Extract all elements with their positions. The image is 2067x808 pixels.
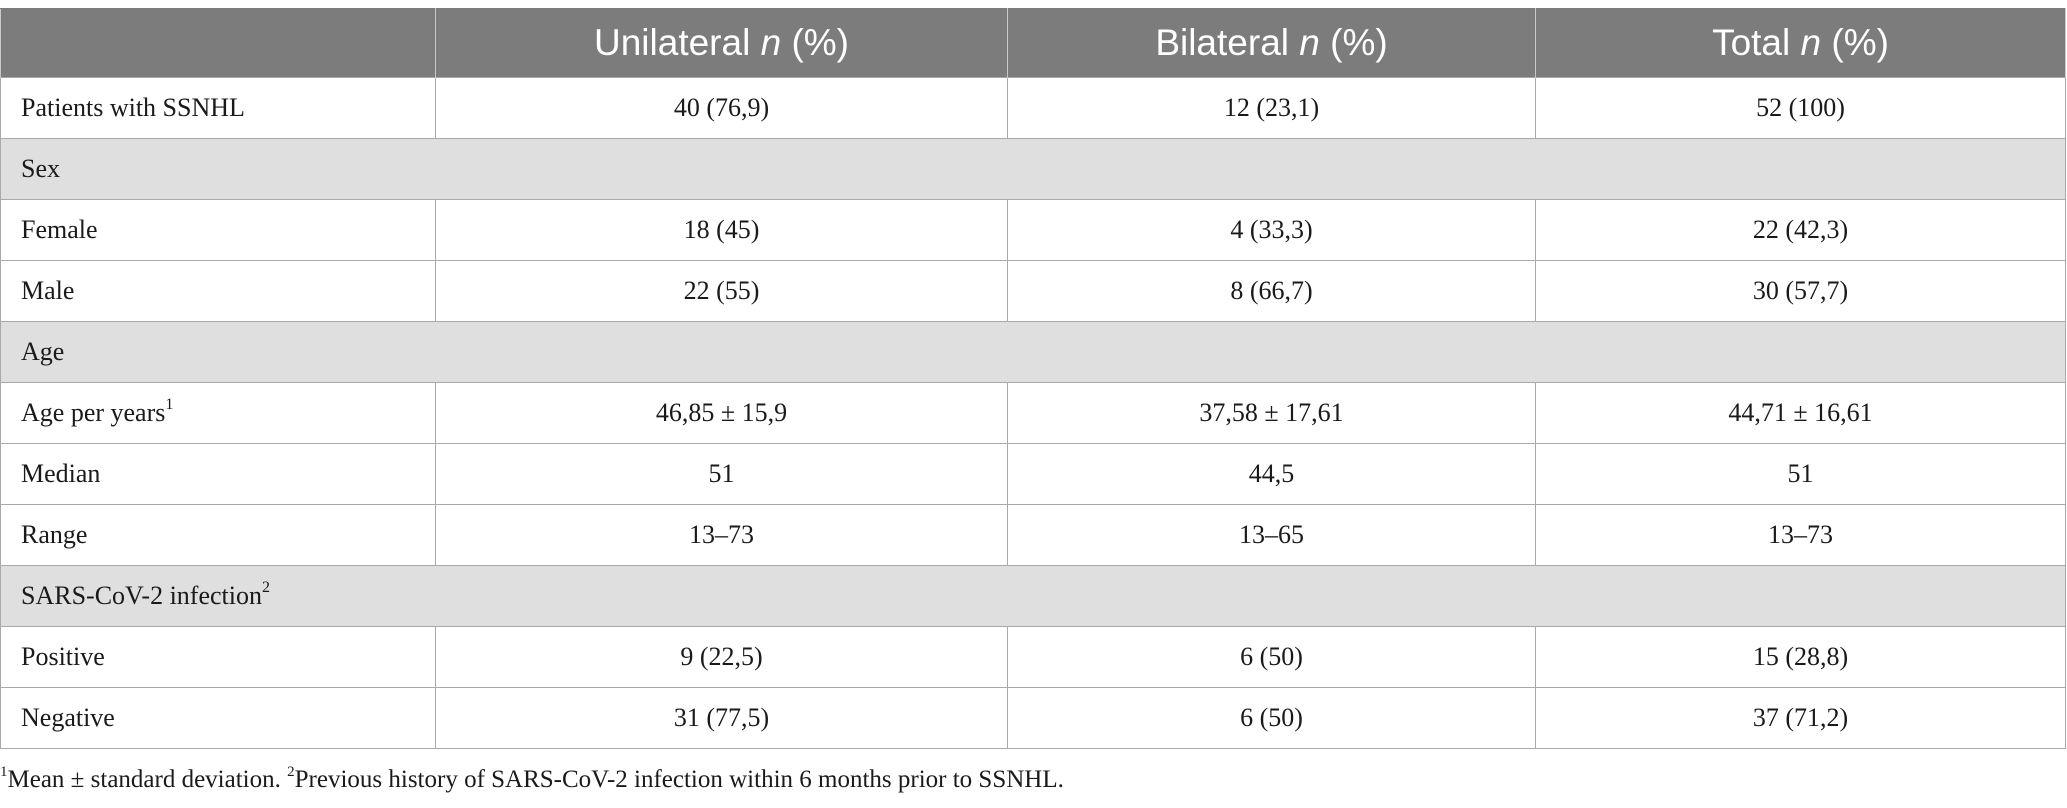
- cell-total: 51: [1535, 443, 2066, 505]
- table-row: Range 13–73 13–65 13–73: [0, 504, 2066, 566]
- cell-unilateral: 13–73: [435, 504, 1008, 566]
- cell-unilateral: 40 (76,9): [435, 77, 1008, 139]
- header-row: Unilateral n (%) Bilateral n (%) Total n…: [0, 8, 2066, 78]
- footnote-marker: 2: [262, 579, 270, 596]
- header-unilateral-n: n: [760, 22, 782, 63]
- table-row: Negative 31 (77,5) 6 (50) 37 (71,2): [0, 687, 2066, 749]
- row-label: Median: [0, 443, 436, 505]
- cell-unilateral: 22 (55): [435, 260, 1008, 322]
- header-unilateral: Unilateral n (%): [435, 8, 1008, 78]
- footnote-text-2: Previous history of SARS-CoV-2 infection…: [294, 766, 1064, 793]
- header-total-n: n: [1800, 22, 1822, 63]
- section-row: SARS-CoV-2 infection2: [0, 565, 2066, 627]
- footnote-sup-1: 1: [0, 764, 8, 780]
- row-label: Negative: [0, 687, 436, 749]
- cell-bilateral: 6 (50): [1007, 626, 1536, 688]
- cell-bilateral: 13–65: [1007, 504, 1536, 566]
- section-label: Age: [0, 321, 2066, 383]
- cell-total: 15 (28,8): [1535, 626, 2066, 688]
- table-header: Unilateral n (%) Bilateral n (%) Total n…: [0, 8, 2066, 78]
- table-row: Male 22 (55) 8 (66,7) 30 (57,7): [0, 260, 2066, 322]
- header-bilateral-pct: (%): [1330, 22, 1388, 63]
- cell-unilateral: 46,85 ± 15,9: [435, 382, 1008, 444]
- footnote-marker: 1: [165, 396, 174, 413]
- row-label-text: Positive: [21, 642, 105, 671]
- table-footnote: 1Mean ± standard deviation. 2Previous hi…: [0, 764, 1064, 794]
- cell-bilateral: 37,58 ± 17,61: [1007, 382, 1536, 444]
- row-label: Positive: [0, 626, 436, 688]
- cell-bilateral: 6 (50): [1007, 687, 1536, 749]
- footnote-sup-2: 2: [287, 764, 295, 780]
- section-label-text: Age: [21, 337, 65, 366]
- row-label-text: Female: [21, 215, 98, 244]
- header-bilateral: Bilateral n (%): [1007, 8, 1536, 78]
- header-bilateral-n: n: [1299, 22, 1320, 63]
- section-row: Age: [0, 321, 2066, 383]
- cell-bilateral: 8 (66,7): [1007, 260, 1536, 322]
- row-label-text: Male: [21, 276, 75, 305]
- header-unilateral-pct: (%): [791, 22, 849, 63]
- table-row: Female 18 (45) 4 (33,3) 22 (42,3): [0, 199, 2066, 261]
- header-total-label: Total: [1712, 22, 1791, 63]
- row-label-text: Range: [21, 520, 88, 549]
- row-label-text: Patients with SSNHL: [21, 93, 245, 122]
- header-unilateral-label: Unilateral: [594, 22, 751, 63]
- header-empty-cell: [0, 8, 436, 78]
- table-body: Patients with SSNHL 40 (76,9) 12 (23,1) 52 …: [0, 77, 2066, 749]
- header-total-pct: (%): [1831, 22, 1889, 63]
- section-label-text: Sex: [21, 154, 60, 183]
- cell-total: 44,71 ± 16,61: [1535, 382, 2066, 444]
- table-row: Age per years1 46,85 ± 15,9 37,58 ± 17,61 4…: [0, 382, 2066, 444]
- cell-total: 13–73: [1535, 504, 2066, 566]
- table-row: Patients with SSNHL 40 (76,9) 12 (23,1) 52 …: [0, 77, 2066, 139]
- cell-unilateral: 9 (22,5): [435, 626, 1008, 688]
- cell-bilateral: 12 (23,1): [1007, 77, 1536, 139]
- section-label: Sex: [0, 138, 2066, 200]
- section-label: SARS-CoV-2 infection2: [0, 565, 2066, 627]
- row-label-text: Median: [21, 459, 101, 488]
- section-label-text: SARS-CoV-2 infection: [21, 581, 262, 610]
- cell-total: 30 (57,7): [1535, 260, 2066, 322]
- header-total: Total n (%): [1535, 8, 2066, 78]
- cell-total: 22 (42,3): [1535, 199, 2066, 261]
- row-label: Age per years1: [0, 382, 436, 444]
- footnote-text-1: Mean ± standard deviation.: [7, 766, 288, 793]
- row-label-text: Negative: [21, 703, 115, 732]
- cell-unilateral: 51: [435, 443, 1008, 505]
- row-label: Female: [0, 199, 436, 261]
- cell-total: 37 (71,2): [1535, 687, 2066, 749]
- row-label: Patients with SSNHL: [0, 77, 436, 139]
- cell-unilateral: 31 (77,5): [435, 687, 1008, 749]
- row-label: Male: [0, 260, 436, 322]
- table-row: Median 51 44,5 51: [0, 443, 2066, 505]
- table-container: Unilateral n (%) Bilateral n (%) Total n…: [0, 8, 2066, 749]
- cell-unilateral: 18 (45): [435, 199, 1008, 261]
- cell-bilateral: 4 (33,3): [1007, 199, 1536, 261]
- header-bilateral-label: Bilateral: [1155, 22, 1289, 63]
- cell-total: 52 (100): [1535, 77, 2066, 139]
- row-label-text: Age per years: [21, 398, 166, 427]
- demographics-table: Unilateral n (%) Bilateral n (%) Total n…: [0, 8, 2066, 749]
- table-row: Positive 9 (22,5) 6 (50) 15 (28,8): [0, 626, 2066, 688]
- cell-bilateral: 44,5: [1007, 443, 1536, 505]
- section-row: Sex: [0, 138, 2066, 200]
- row-label: Range: [0, 504, 436, 566]
